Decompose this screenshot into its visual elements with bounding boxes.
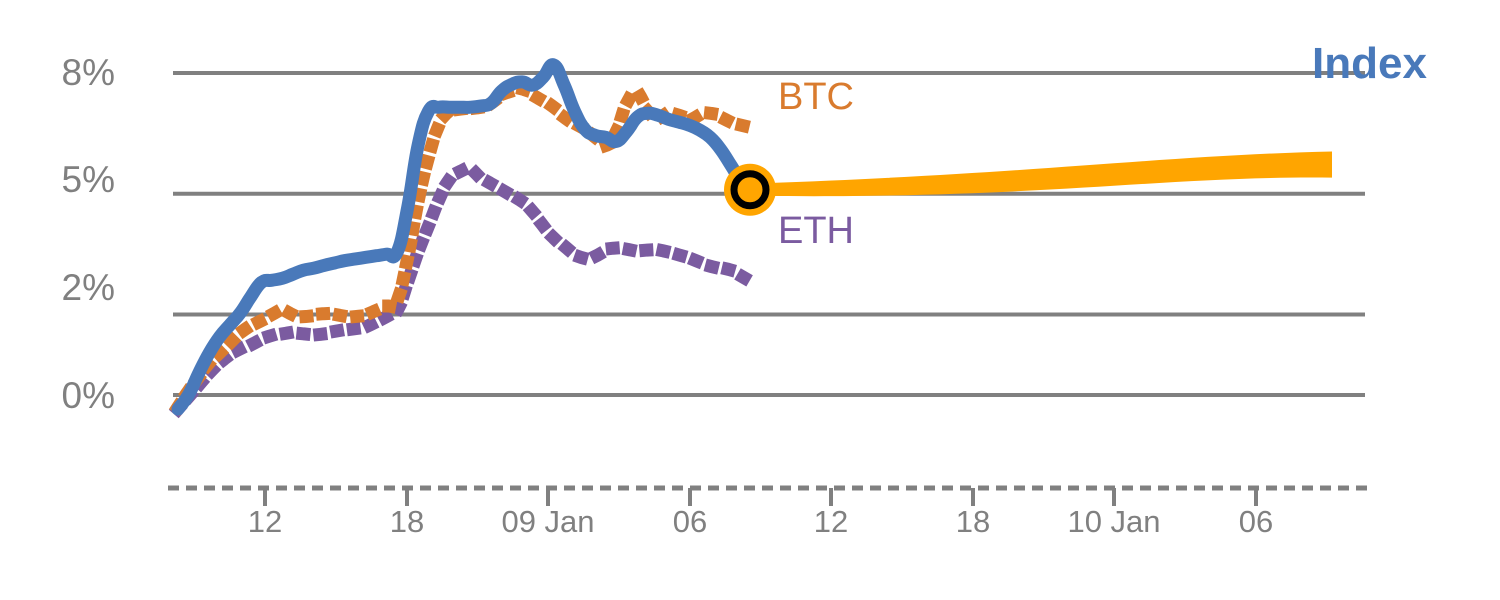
x-axis-tick-5: 12 xyxy=(813,504,849,539)
x-axis-tick-1: 12 xyxy=(247,504,283,539)
series-eth-line xyxy=(168,162,761,419)
x-axis-tick-4: 06 xyxy=(672,504,708,539)
forecast-band xyxy=(750,151,1332,197)
x-axis-tick-2: 18 xyxy=(389,504,425,539)
forecast-start-marker[interactable] xyxy=(724,163,776,216)
x-axis-tick-7: 10 Jan xyxy=(1067,504,1161,539)
y-axis-tick-8: 8% xyxy=(61,52,115,93)
y-axis-tick-0: 0% xyxy=(61,375,115,416)
series-index-line xyxy=(171,58,759,416)
x-axis-ticks xyxy=(263,488,1258,506)
x-axis-tick-3: 09 Jan xyxy=(501,504,595,539)
y-axis-tick-2: 2% xyxy=(61,267,115,308)
y-axis-tick-5: 5% xyxy=(61,159,115,200)
series-label-btc: BTC xyxy=(778,76,854,118)
x-axis-tick-8: 06 xyxy=(1238,504,1274,539)
series-label-eth: ETH xyxy=(778,210,854,252)
gridlines xyxy=(173,71,1365,397)
x-axis-tick-6: 18 xyxy=(955,504,991,539)
series-label-index: Index xyxy=(1312,39,1427,88)
